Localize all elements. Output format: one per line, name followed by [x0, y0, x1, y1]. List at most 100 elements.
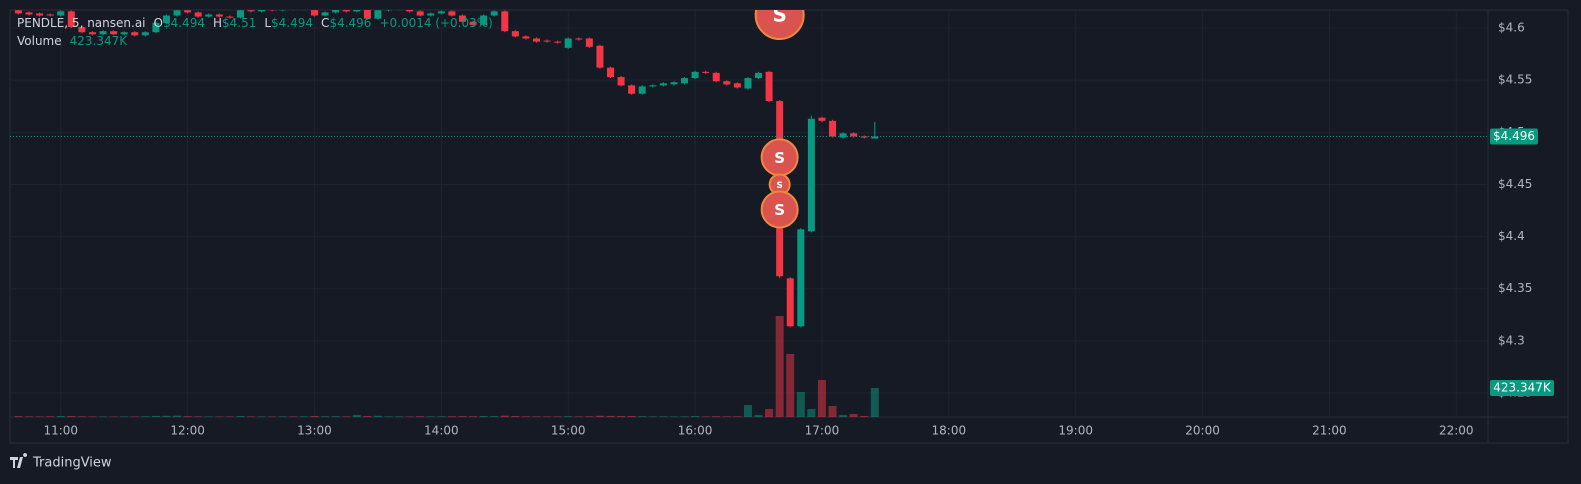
- candle-body: [723, 81, 731, 85]
- y-tick-label: $4.4: [1498, 229, 1525, 243]
- volume-bar: [532, 416, 541, 417]
- volume-bar: [479, 416, 488, 417]
- candle-body: [733, 83, 741, 88]
- candle-body: [480, 15, 488, 25]
- candle-body: [374, 10, 382, 19]
- volume-bar: [204, 416, 213, 417]
- branding[interactable]: TradingView: [10, 453, 112, 471]
- volume-bar: [25, 416, 34, 417]
- candle-body: [173, 10, 181, 16]
- candle-body: [532, 38, 540, 42]
- symbol: PENDLE, 5, nansen.ai: [17, 16, 146, 30]
- candle-body: [712, 72, 720, 82]
- volume-bar: [151, 415, 160, 417]
- candle-body: [14, 10, 22, 14]
- brand-name: TradingView: [32, 456, 112, 471]
- volume-bar: [247, 416, 256, 417]
- y-tick-label: $4.35: [1498, 281, 1532, 295]
- volume-bar: [469, 416, 478, 417]
- candle-body: [543, 40, 551, 42]
- volume-bar: [363, 416, 372, 417]
- candle-body: [268, 10, 276, 11]
- signal-label: S: [774, 201, 785, 219]
- candle-body: [807, 118, 815, 232]
- candle-body: [744, 78, 752, 89]
- candle-body: [131, 32, 139, 36]
- signal-marker: [760, 190, 799, 229]
- volume-bar: [564, 416, 573, 417]
- candle-body: [681, 78, 689, 84]
- candle-body: [469, 21, 477, 25]
- legend-line: PENDLE, 5, nansen.ai O$4.494 H$4.51 L$4.494…: [17, 16, 493, 30]
- signal-label: S: [772, 3, 786, 27]
- volume-bar: [648, 416, 657, 417]
- ohlc-value: $4.496: [329, 16, 371, 30]
- candle-body: [46, 14, 54, 16]
- volume-bar: [712, 416, 721, 417]
- candle-body: [670, 82, 678, 85]
- candle-body: [321, 12, 329, 16]
- candle-body: [839, 133, 847, 138]
- volume-bar: [384, 416, 393, 417]
- volume-bar: [521, 416, 530, 417]
- x-tick-label: 16:00: [678, 424, 713, 438]
- volume-bar: [257, 416, 266, 417]
- candle-body: [786, 278, 794, 327]
- volume-bar: [606, 415, 615, 417]
- volume-bar: [183, 416, 192, 417]
- change-value: +0.0014 (+0.03%): [379, 16, 492, 30]
- volume-bar: [807, 408, 816, 417]
- candle-body: [638, 86, 646, 94]
- volume-bar: [754, 414, 763, 417]
- x-tick-label: 22:00: [1439, 424, 1474, 438]
- volume-bar: [194, 416, 203, 417]
- volume-bar: [543, 416, 552, 417]
- volume-bar: [321, 416, 330, 417]
- candle-body: [120, 32, 128, 35]
- volume-bar: [35, 416, 44, 417]
- candle-body: [575, 38, 583, 40]
- volume-bar: [278, 416, 287, 417]
- candle-body: [67, 11, 75, 27]
- candle-body: [458, 15, 466, 22]
- price-label-box: [1490, 128, 1538, 145]
- volume-bar: [680, 416, 689, 417]
- candle-body: [258, 10, 266, 12]
- x-tick-label: 14:00: [424, 424, 459, 438]
- candle-body: [36, 13, 44, 16]
- candle-body: [342, 10, 350, 12]
- axes: $4.25$4.3$4.35$4.4$4.45$4.5$4.55$4.611:0…: [43, 21, 1554, 438]
- volume-bar: [299, 416, 308, 417]
- volume-bar: [225, 416, 234, 417]
- ohlc-key: L: [264, 16, 271, 30]
- volume-bar: [120, 416, 129, 417]
- volume-bar: [511, 415, 520, 417]
- volume-bar: [310, 415, 319, 417]
- signal-label: S: [774, 149, 785, 167]
- volume-bar: [14, 416, 23, 417]
- legend: PENDLE, 5, nansen.ai O$4.494 H$4.51 L$4.494…: [17, 16, 493, 48]
- candle-body: [659, 83, 667, 86]
- candle-body: [406, 10, 414, 12]
- x-tick-label: 12:00: [170, 424, 205, 438]
- volume-bar: [289, 416, 298, 417]
- volume-label-box: [1490, 379, 1554, 396]
- candle-body: [236, 10, 244, 18]
- candle-body: [871, 136, 879, 139]
- volume-bar: [141, 416, 150, 417]
- signal-marker: [754, 10, 805, 40]
- candle-body: [765, 71, 773, 102]
- candle-body: [564, 38, 572, 48]
- candle-body: [585, 38, 593, 47]
- volume-bar: [775, 316, 784, 417]
- volume-bar: [691, 416, 700, 417]
- volume-bar: [342, 416, 351, 417]
- volume-bar: [130, 416, 139, 417]
- candle-body: [384, 10, 392, 11]
- volume-bar: [331, 416, 340, 417]
- volume-label: 423.347K: [1493, 380, 1552, 394]
- candle-body: [649, 85, 657, 87]
- x-tick-label: 15:00: [551, 424, 586, 438]
- volume-bar: [490, 416, 499, 417]
- volume-bar: [796, 391, 805, 417]
